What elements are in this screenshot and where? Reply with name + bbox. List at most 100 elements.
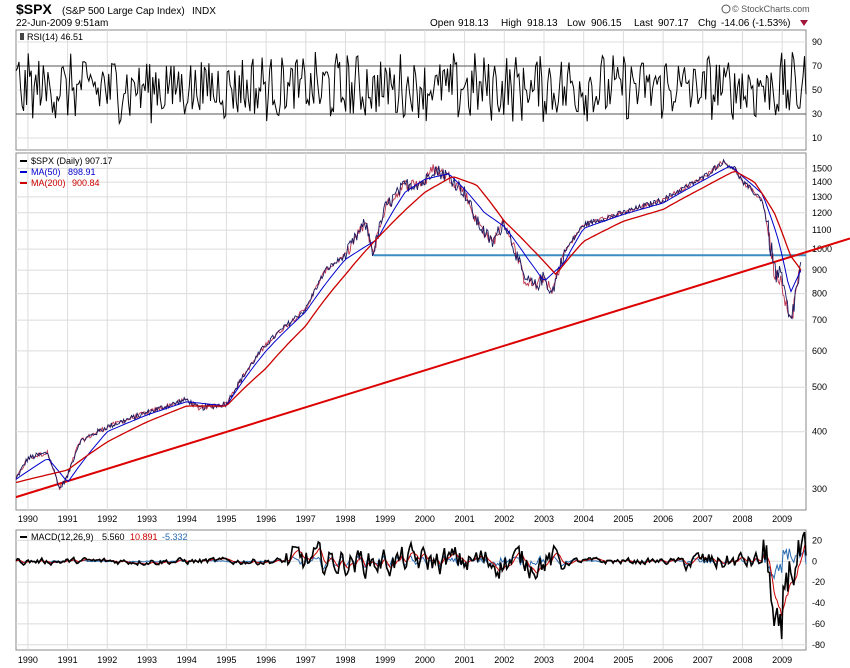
chg-down-icon	[800, 20, 808, 26]
macd-x-axis: 1990 1991 1992 1993 1994 1995 1996 1997 1998 1999…	[18, 655, 792, 665]
macd-y-tick-label: -40	[812, 598, 825, 608]
macd-x-tick-label: 2007	[693, 655, 713, 665]
low-label: Low	[567, 18, 586, 29]
macd-x-tick-label: 2005	[613, 655, 633, 665]
rsi-legend: RSI(14) 46.51	[20, 32, 83, 42]
brand-text: © StockCharts.com	[732, 4, 810, 14]
price-line	[15, 158, 802, 489]
price-y-tick-label: 1000	[812, 244, 832, 254]
price-x-tick-label: 2000	[415, 514, 435, 524]
price-y-tick-label: 1100	[812, 225, 831, 235]
price-x-tick-label: 2008	[732, 514, 752, 524]
price-x-tick-label: 1998	[335, 514, 355, 524]
price-y-tick-label: 700	[812, 315, 827, 325]
ma50-line	[15, 166, 802, 483]
price-x-tick-label: 2007	[693, 514, 713, 524]
macd-x-tick-label: 1994	[177, 655, 197, 665]
macd-y-tick-label: -60	[812, 619, 825, 629]
open-value: 918.13	[458, 18, 489, 29]
rsi-y-axis: 10 30 50 70 90	[812, 37, 822, 143]
price-y-tick-label: 1200	[812, 208, 832, 218]
macd-signal-value: 10.891	[130, 532, 158, 542]
rsi-legend-swatch	[20, 33, 24, 40]
brand-icon	[721, 4, 731, 14]
price-x-tick-label: 1990	[18, 514, 38, 524]
macd-x-tick-label: 2004	[574, 655, 594, 665]
chart-exchange: INDX	[192, 6, 216, 17]
macd-x-tick-label: 2001	[455, 655, 475, 665]
macd-y-tick-label: 20	[812, 535, 822, 545]
price-y-axis: 300 400 500 600 700 800 900 1000 1100 1200 1300 140…	[812, 163, 832, 494]
price-x-tick-label: 2004	[574, 514, 594, 524]
macd-y-tick-label: -80	[812, 640, 825, 650]
macd-x-tick-label: 2003	[534, 655, 554, 665]
price-y-tick-label: 1400	[812, 177, 832, 187]
price-x-tick-label: 1991	[58, 514, 78, 524]
rsi-y-tick-label: 10	[812, 133, 822, 143]
open-label: Open	[430, 18, 454, 29]
macd-series-line	[15, 531, 807, 640]
chart-symbol: $SPX	[16, 1, 52, 17]
price-y-tick-label: 500	[812, 382, 827, 392]
rsi-y-tick-label: 50	[812, 85, 822, 95]
high-value: 918.13	[527, 18, 558, 29]
price-x-axis: 1990 1991 1992 1993 1994 1995 1996 1997 1998 1999…	[18, 514, 792, 524]
price-x-tick-label: 1994	[177, 514, 197, 524]
price-x-tick-label: 1995	[216, 514, 236, 524]
macd-y-tick-label: 0	[812, 556, 817, 566]
price-x-tick-label: 2002	[494, 514, 514, 524]
high-label: High	[501, 18, 522, 29]
price-range-line	[15, 159, 802, 491]
macd-legend-value: 5.560	[102, 532, 125, 542]
price-y-tick-label: 900	[812, 265, 827, 275]
ma50-legend-value: 898.91	[68, 167, 96, 177]
price-y-tick-label: 1500	[812, 163, 832, 173]
price-x-tick-label: 2006	[653, 514, 673, 524]
macd-y-tick-label: -20	[812, 577, 825, 587]
rsi-legend-text: RSI(14) 46.51	[27, 32, 83, 42]
rsi-series-line	[15, 51, 807, 126]
price-x-tick-label: 2009	[772, 514, 792, 524]
rsi-y-tick-label: 90	[812, 37, 822, 47]
price-frame	[15, 152, 807, 511]
ma50-legend-label: MA(50)	[31, 167, 61, 177]
price-x-tick-label: 2003	[534, 514, 554, 524]
macd-x-tick-label: 1992	[97, 655, 117, 665]
price-y-tick-label: 600	[812, 346, 827, 356]
ma200-line	[15, 170, 802, 484]
last-label: Last	[634, 18, 653, 29]
rsi-y-tick-label: 30	[812, 109, 822, 119]
macd-histogram-value: -5.332	[162, 532, 188, 542]
price-series-group	[15, 158, 850, 499]
macd-x-tick-label: 2009	[772, 655, 792, 665]
chart-index-name: (S&P 500 Large Cap Index)	[62, 6, 185, 17]
macd-x-tick-label: 2000	[415, 655, 435, 665]
macd-x-tick-label: 1999	[375, 655, 395, 665]
macd-x-tick-label: 1997	[296, 655, 316, 665]
last-value: 907.17	[658, 18, 689, 29]
low-value: 906.15	[591, 18, 622, 29]
price-x-tick-label: 1996	[256, 514, 276, 524]
price-legend: $SPX (Daily) 907.17 MA(50) 898.91 MA(200…	[20, 156, 113, 188]
price-x-tick-label: 1999	[375, 514, 395, 524]
quote-bar: Open 918.13 High 918.13 Low 906.15 Last …	[430, 18, 808, 29]
rsi-grid	[16, 30, 806, 150]
macd-x-tick-label: 2002	[494, 655, 514, 665]
macd-x-tick-label: 2006	[653, 655, 673, 665]
macd-x-tick-label: 1996	[256, 655, 276, 665]
price-y-tick-label: 300	[812, 484, 827, 494]
chart-date: 22-Jun-2009 9:51am	[16, 18, 108, 29]
macd-x-tick-label: 1998	[335, 655, 355, 665]
chg-value: -14.06 (-1.53%)	[721, 18, 790, 29]
price-legend-text: $SPX (Daily) 907.17	[31, 156, 113, 166]
price-x-tick-label: 2005	[613, 514, 633, 524]
macd-legend: MACD(12,26,9) 5.560 10.891 -5.332	[20, 532, 188, 542]
macd-panel: 20 0 -20 -40 -60 -80 1990 1991 1992 1993 1994 1995…	[15, 529, 825, 665]
price-y-tick-label: 400	[812, 427, 827, 437]
brand-logo[interactable]: © StockCharts.com	[721, 4, 810, 14]
price-x-tick-label: 1992	[97, 514, 117, 524]
price-panel: 300 400 500 600 700 800 900 1000 1100 1200 1300 140…	[15, 152, 850, 524]
price-x-tick-label: 2001	[455, 514, 475, 524]
chg-label: Chg	[698, 18, 716, 29]
